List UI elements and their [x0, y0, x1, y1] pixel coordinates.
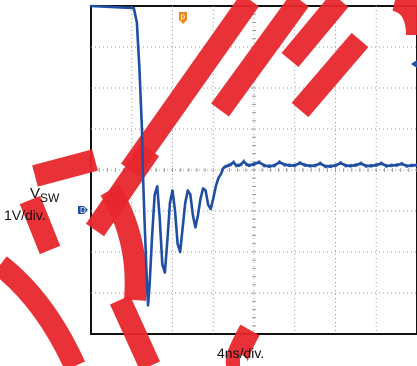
watermark-stroke [121, 0, 259, 177]
markers: D p [78, 12, 417, 215]
y-axis-label: VSW [30, 185, 59, 204]
trigger-marker-label: p [181, 12, 186, 21]
trigger-level-marker [411, 60, 417, 68]
ground-marker-label: D [80, 206, 86, 215]
watermark-stroke [109, 295, 161, 366]
y-axis-label-main: V [30, 185, 41, 202]
watermark-stroke [32, 149, 98, 187]
watermark-stroke [100, 184, 147, 301]
watermark-stroke [291, 32, 369, 118]
ground-marker: D [78, 206, 88, 215]
x-axis-label: 4ns/div. [217, 345, 265, 361]
series-layer [89, 4, 417, 307]
y-axis-scale: 1V/div. [4, 207, 46, 223]
series-line-noise-0 [223, 159, 417, 169]
watermark-stroke [281, 0, 349, 68]
watermark-stroke [211, 0, 309, 117]
y-axis-label-subscript: SW [40, 191, 60, 205]
watermark-stroke [19, 195, 61, 255]
trigger-marker: p [179, 12, 187, 24]
watermark-stroke [0, 256, 86, 366]
